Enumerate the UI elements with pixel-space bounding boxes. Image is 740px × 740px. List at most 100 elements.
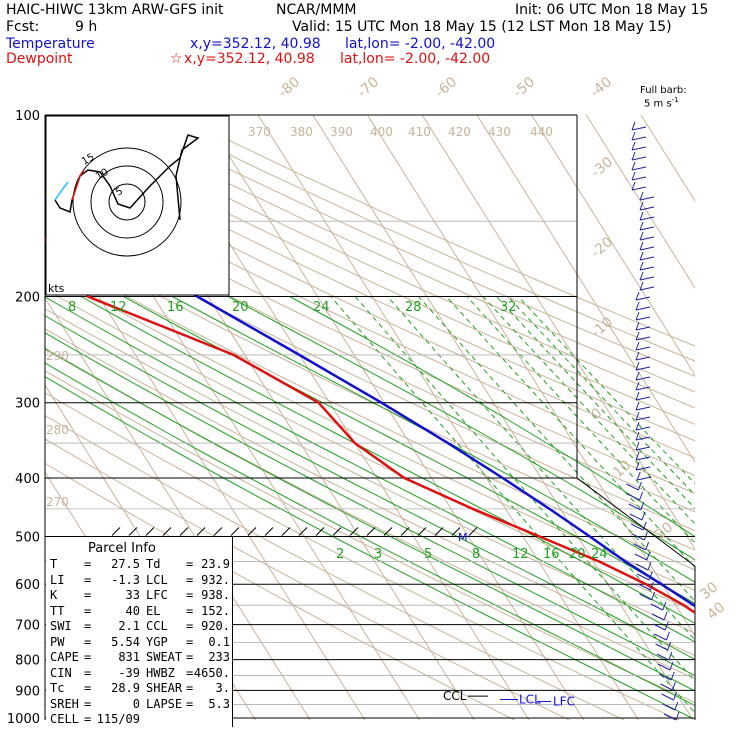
wind-barb-flag	[636, 573, 650, 581]
freezing-hatch	[145, 527, 155, 536]
parcel-label: LCL	[146, 572, 168, 587]
dry-adiabat	[45, 233, 695, 551]
dry-adiabat	[45, 370, 695, 704]
wind-barb-flag	[635, 406, 651, 411]
wind-barb-flag	[631, 136, 647, 141]
parcel-value: 938.	[201, 588, 230, 602]
parcel-label: EL	[146, 603, 161, 618]
star-icon: ☆	[170, 51, 183, 67]
dewpoint-latlon: lat,lon= -2.00, -42.00	[340, 51, 491, 67]
wind-barb-flag	[631, 146, 647, 151]
wind-barb-flag	[655, 643, 668, 651]
isotherm-label: -20	[588, 234, 616, 261]
wind-barb-flag	[627, 493, 640, 501]
wind-barb-flag	[635, 416, 651, 421]
wind-barb-flag	[635, 446, 651, 451]
parcel-value: 5.3	[208, 696, 230, 711]
mixing-ratio-label: 5	[424, 547, 432, 562]
parcel-label: CELL	[50, 712, 79, 726]
wind-barb-shaft	[635, 341, 640, 351]
parcel-info-panel: Parcel Info T = 27.5 Td = 23.9 LI = -1.3 LCL = 932.…	[46, 537, 233, 727]
dry-adiabat	[45, 182, 695, 494]
isotherm-label: -40	[587, 74, 615, 101]
mixing-ratio-line	[482, 296, 695, 525]
barb-unit-sup: -1	[671, 96, 679, 104]
freezing-hatch	[468, 527, 478, 536]
wind-barb-flag	[635, 336, 651, 341]
mixing-ratio-label: 12	[110, 300, 127, 315]
parcel-label: SHEAR	[146, 681, 183, 695]
wind-barb-shaft	[635, 301, 640, 311]
wind-barb-flag	[631, 126, 647, 131]
wind-barb-shaft	[641, 511, 646, 521]
mixing-ratio-line	[446, 296, 695, 568]
parcel-eq: =	[84, 681, 92, 695]
wind-barb-shaft	[635, 411, 640, 421]
lcl-label: LCL	[519, 693, 541, 707]
parcel-label: T	[50, 557, 58, 571]
theta-label: 290	[46, 349, 69, 363]
mixing-ratio-line	[354, 296, 695, 682]
moist-adiabat	[289, 296, 695, 538]
wind-barb-shaft	[668, 651, 673, 661]
isotherm-label: 0	[588, 405, 605, 423]
parcel-value: 0	[132, 696, 140, 711]
isotherm-label: 20	[652, 519, 676, 543]
wind-barb-flag	[638, 583, 651, 591]
isotherm-label: -70	[354, 74, 382, 101]
dry-adiabat	[45, 462, 516, 720]
parcel-label: Tc	[50, 681, 65, 695]
theta-label: 440	[530, 125, 553, 139]
wind-barb-shaft	[631, 151, 636, 161]
barb-unit: 5 m s-1	[644, 95, 679, 109]
parcel-label: YGP	[146, 634, 168, 649]
wind-barb-flag	[631, 186, 647, 191]
wind-barb-flag	[651, 613, 665, 621]
theta-label: 400	[370, 125, 393, 139]
parcel-value: 40	[125, 603, 140, 618]
parcel-eq: =	[84, 665, 92, 680]
wind-barb-shaft	[640, 501, 645, 511]
mixing-ratio-label: 24	[591, 547, 608, 562]
wind-barb-flag	[639, 216, 655, 221]
wind-barb-shaft	[637, 481, 642, 491]
parcel-eq: =	[186, 603, 194, 618]
parcel-value: 27.5	[111, 557, 140, 571]
wind-barb-shaft	[662, 601, 667, 611]
parcel-value: 831	[118, 650, 140, 664]
freezing-hatch	[213, 527, 223, 536]
wind-barb-shaft	[631, 121, 636, 131]
wind-barb-shaft	[639, 221, 644, 231]
freezing-hatch	[349, 527, 359, 536]
parcel-value: 115/09	[96, 712, 140, 726]
parcel-eq: =	[186, 572, 194, 587]
wind-barb-flag	[635, 396, 651, 401]
wind-barb-flag	[635, 456, 651, 461]
parcel-value: 5.54	[111, 634, 140, 649]
parcel-label: CCL	[146, 619, 168, 633]
wind-barb-flag	[635, 366, 651, 371]
wind-barb-shaft	[667, 641, 672, 651]
moist-adiabat	[228, 296, 695, 561]
dry-adiabat	[45, 328, 695, 657]
parcel-label: LAPSE	[146, 696, 183, 711]
parcel-eq: =	[186, 588, 194, 602]
wind-barb-shaft	[639, 231, 644, 241]
wind-barb-shaft	[647, 561, 652, 571]
theta-label: 390	[330, 125, 353, 139]
wind-barb-shaft	[635, 431, 640, 441]
mixing-ratio-label: 32	[500, 300, 517, 315]
theta-label: 270	[46, 495, 69, 509]
pressure-tick-label: 700	[15, 619, 40, 634]
wind-barb-shaft	[643, 531, 648, 541]
parcel-value: 23.9	[201, 557, 230, 571]
wind-barb-shaft	[663, 611, 668, 621]
parcel-eq: =	[186, 619, 194, 633]
wind-barb-shaft	[665, 631, 670, 641]
org-label: NCAR/MMM	[276, 2, 357, 18]
mixing-ratio-label: 12	[512, 547, 529, 562]
wind-barb-flag	[635, 356, 651, 361]
parcel-label: K	[50, 588, 58, 602]
freezing-hatch	[298, 527, 308, 536]
parcel-eq: =	[84, 712, 92, 726]
